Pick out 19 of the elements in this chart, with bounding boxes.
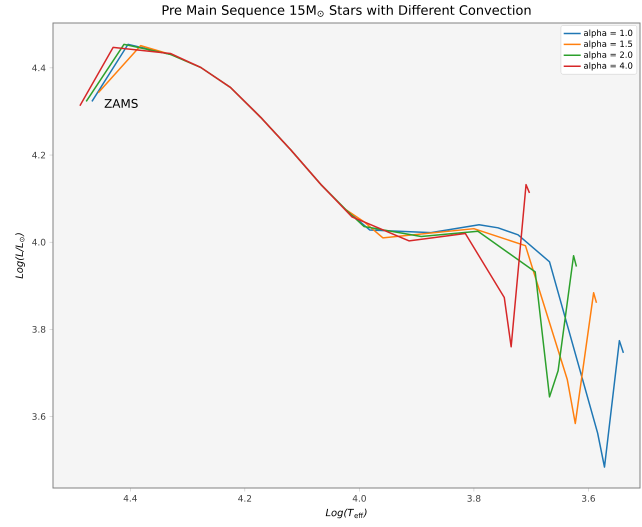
x-tick-label: 3.6 [582,495,596,502]
y-tick-label: 4.2 [32,152,46,158]
y-tick-label: 4.0 [32,238,46,246]
y-tick-label: 3.6 [32,413,46,420]
y-tick-label: 4.4 [32,64,46,72]
legend-label: alpha = 1.5 [584,40,632,49]
legend-label: alpha = 1.0 [584,30,632,38]
chart-title: Pre Main Sequence 15M$_{⊙}$ Stars with Different Convection [162,4,531,18]
x-tick-label: 3.8 [467,495,480,502]
line-series [79,46,530,348]
y-axis-title: Log(L/L$_{⊙}$) [15,233,25,278]
x-tick-label: 4.2 [238,495,252,502]
annotation: ZAMS [104,98,138,108]
legend-label: alpha = 4.0 [584,62,632,70]
y-tick-label: 3.8 [32,326,46,333]
x-tick-label: 4.4 [124,495,137,502]
legend-label: alpha = 2.0 [584,51,632,60]
x-tick-label: 4.0 [352,495,366,502]
x-axis-title: Log(T$_{eff}$) [326,508,367,518]
